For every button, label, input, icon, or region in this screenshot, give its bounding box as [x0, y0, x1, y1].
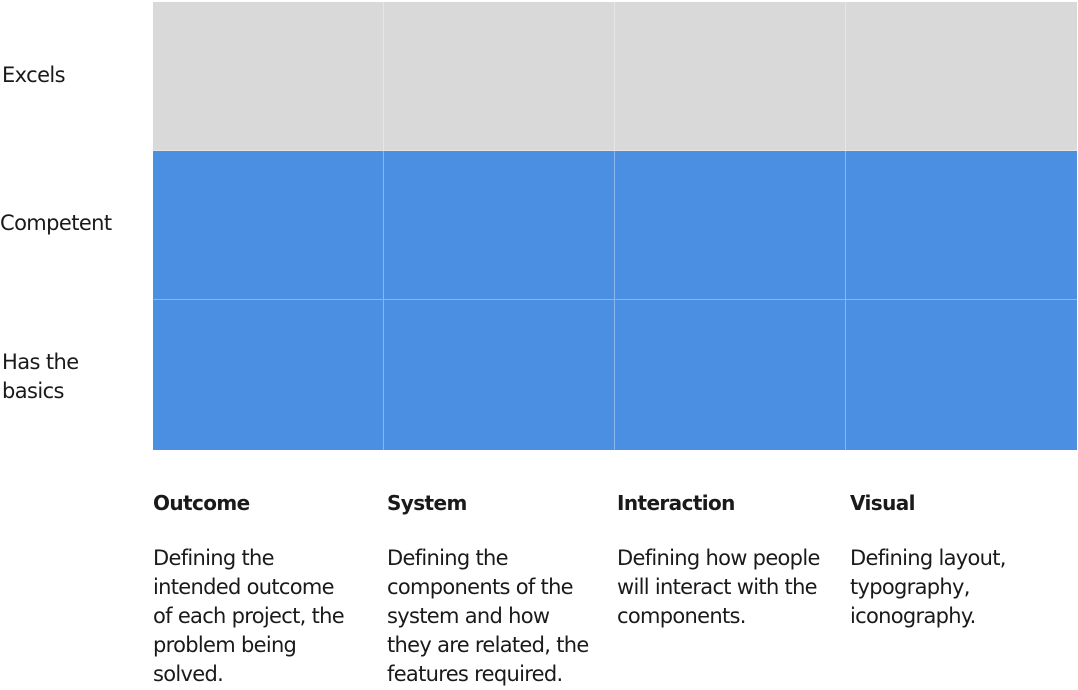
description-line: Defining how people	[617, 546, 820, 570]
cell-excels-outcome	[153, 2, 384, 151]
row-label-line: basics	[2, 379, 64, 403]
description-line: iconography.	[850, 604, 976, 628]
description-line: Defining the	[153, 546, 275, 570]
description-line: Defining the	[387, 546, 509, 570]
cell-competent-visual	[846, 151, 1077, 300]
description-line: features required.	[387, 662, 563, 686]
cell-competent-outcome	[153, 151, 384, 300]
column-heading: Outcome	[153, 491, 250, 515]
column-description: Defining how people will interact with t…	[617, 544, 839, 631]
column-description: Defining the components of the system an…	[387, 544, 607, 689]
row-label-excels: Excels	[2, 63, 66, 87]
cell-basics-outcome	[153, 300, 384, 450]
description-line: of each project, the	[153, 604, 345, 628]
column-system: System Defining the components of the sy…	[387, 488, 607, 689]
column-outcome: Outcome Defining the intended outcome of…	[153, 488, 373, 689]
column-interaction: Interaction Defining how people will int…	[617, 488, 839, 631]
description-line: components.	[617, 604, 746, 628]
cell-excels-system	[384, 2, 615, 151]
row-label-line: Has the	[2, 350, 79, 374]
description-line: solved.	[153, 662, 224, 686]
cell-basics-system	[384, 300, 615, 450]
column-heading: Interaction	[617, 491, 735, 515]
description-line: problem being	[153, 633, 297, 657]
skill-matrix-grid	[153, 2, 1077, 450]
cell-competent-interaction	[615, 151, 846, 300]
description-line: intended outcome	[153, 575, 335, 599]
column-heading: System	[387, 491, 467, 515]
description-line: Defining layout,	[850, 546, 1006, 570]
cell-competent-system	[384, 151, 615, 300]
column-visual: Visual Defining layout, typography, icon…	[850, 488, 1070, 631]
row-label-competent: Competent	[0, 211, 112, 235]
row-label-has-the-basics: Has the basics	[2, 348, 142, 406]
description-line: will interact with the	[617, 575, 818, 599]
description-line: system and how	[387, 604, 550, 628]
cell-basics-visual	[846, 300, 1077, 450]
description-line: they are related, the	[387, 633, 589, 657]
column-heading: Visual	[850, 491, 915, 515]
cell-basics-interaction	[615, 300, 846, 450]
column-description: Defining layout, typography, iconography…	[850, 544, 1070, 631]
description-line: typography,	[850, 575, 970, 599]
cell-excels-interaction	[615, 2, 846, 151]
column-description: Defining the intended outcome of each pr…	[153, 544, 373, 689]
cell-excels-visual	[846, 2, 1077, 151]
description-line: components of the	[387, 575, 574, 599]
